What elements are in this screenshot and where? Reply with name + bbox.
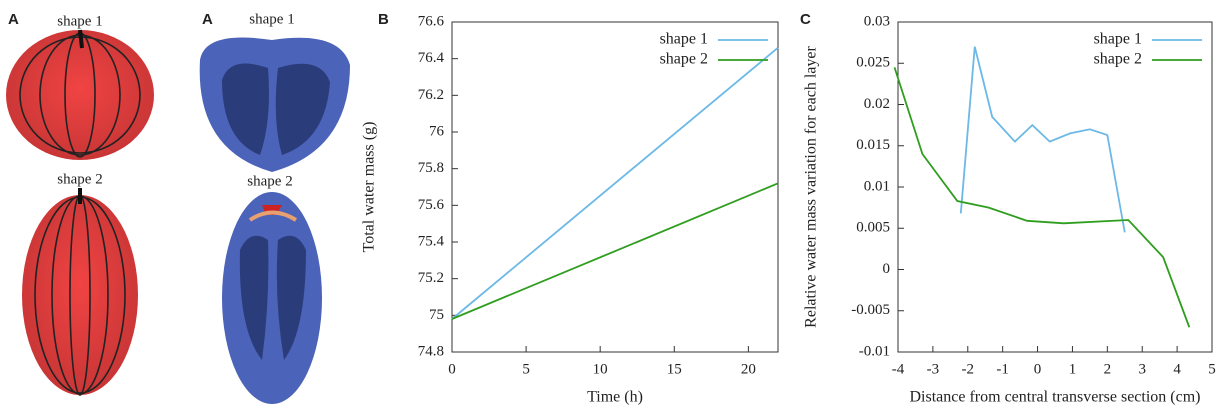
plot-frame — [897, 21, 1213, 353]
x-tick-label: 0 — [448, 361, 456, 377]
panel-label: A — [202, 11, 213, 28]
y-tick-label: 0.015 — [856, 137, 890, 153]
shape-label: shape 1 — [57, 13, 102, 29]
legend-label: shape 1 — [1094, 31, 1142, 48]
y-tick-label: 76.4 — [418, 50, 445, 66]
panel-label: A — [8, 11, 19, 28]
y-tick-label: 76.6 — [418, 13, 445, 29]
line — [451, 46, 779, 320]
x-tick-label: -2 — [962, 361, 975, 377]
y-tick-label: 0.03 — [864, 13, 890, 29]
y-tick-label: 75 — [429, 307, 444, 323]
panel-label: B — [378, 11, 389, 28]
x-tick-label: 0 — [1034, 361, 1042, 377]
image-panel-a: A shape 1 shape 2 — [6, 11, 154, 396]
x-tick-label: 5 — [1208, 361, 1216, 377]
y-tick-label: 76 — [429, 123, 445, 139]
plot-frame — [451, 21, 779, 353]
y-tick-label: 0.02 — [864, 96, 890, 112]
y-tick-label: 75.6 — [418, 197, 445, 213]
x-tick-label: -3 — [927, 361, 940, 377]
y-tick-label: 75.8 — [418, 160, 444, 176]
x-tick-label: 3 — [1138, 361, 1146, 377]
x-tick-label: 4 — [1173, 361, 1181, 377]
line — [893, 67, 1191, 328]
y-axis-label: Total water mass (g) — [361, 122, 378, 253]
x-tick-label: -4 — [892, 361, 905, 377]
shape-label: shape 2 — [57, 171, 102, 187]
y-tick-label: 0 — [883, 261, 891, 277]
y-tick-label: 76.2 — [418, 87, 444, 103]
legend-label: shape 2 — [1094, 51, 1142, 68]
x-axis-label: Distance from central transverse section… — [910, 389, 1201, 406]
panel-label: C — [800, 11, 811, 28]
x-tick-label: 2 — [1104, 361, 1112, 377]
x-tick-label: 10 — [593, 361, 608, 377]
y-tick-label: 74.8 — [418, 343, 444, 359]
x-tick-label: 1 — [1069, 361, 1077, 377]
y-tick-label: -0.005 — [851, 302, 890, 318]
y-tick-label: 0.005 — [856, 220, 890, 236]
shape-label: shape 1 — [249, 11, 294, 27]
image-panel-a2: A shape 1 shape 2 — [199, 11, 350, 404]
shape-label: shape 2 — [247, 173, 292, 189]
y-tick-label: 0.025 — [856, 55, 890, 71]
line — [959, 46, 1126, 233]
line — [451, 182, 779, 320]
x-axis-label: Time (h) — [587, 389, 643, 406]
x-tick-label: 20 — [741, 361, 756, 377]
y-tick-label: -0.01 — [859, 343, 890, 359]
legend-label: shape 1 — [660, 31, 708, 48]
x-tick-label: 5 — [522, 361, 530, 377]
y-axis-label: Relative water mass variation for each l… — [803, 46, 820, 328]
y-tick-label: 0.01 — [864, 178, 890, 194]
y-tick-label: 75.2 — [418, 270, 444, 286]
legend-label: shape 2 — [660, 51, 708, 68]
x-tick-label: -1 — [996, 361, 1009, 377]
x-tick-label: 15 — [667, 361, 682, 377]
y-tick-label: 75.4 — [418, 233, 445, 249]
